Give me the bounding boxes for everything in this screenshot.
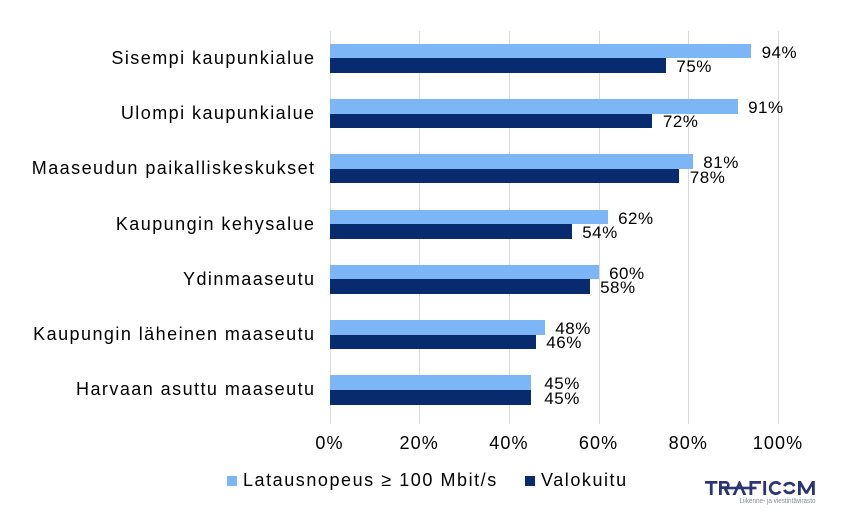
svg-text:Liikenne- ja viestintävirasto: Liikenne- ja viestintävirasto (740, 498, 816, 505)
